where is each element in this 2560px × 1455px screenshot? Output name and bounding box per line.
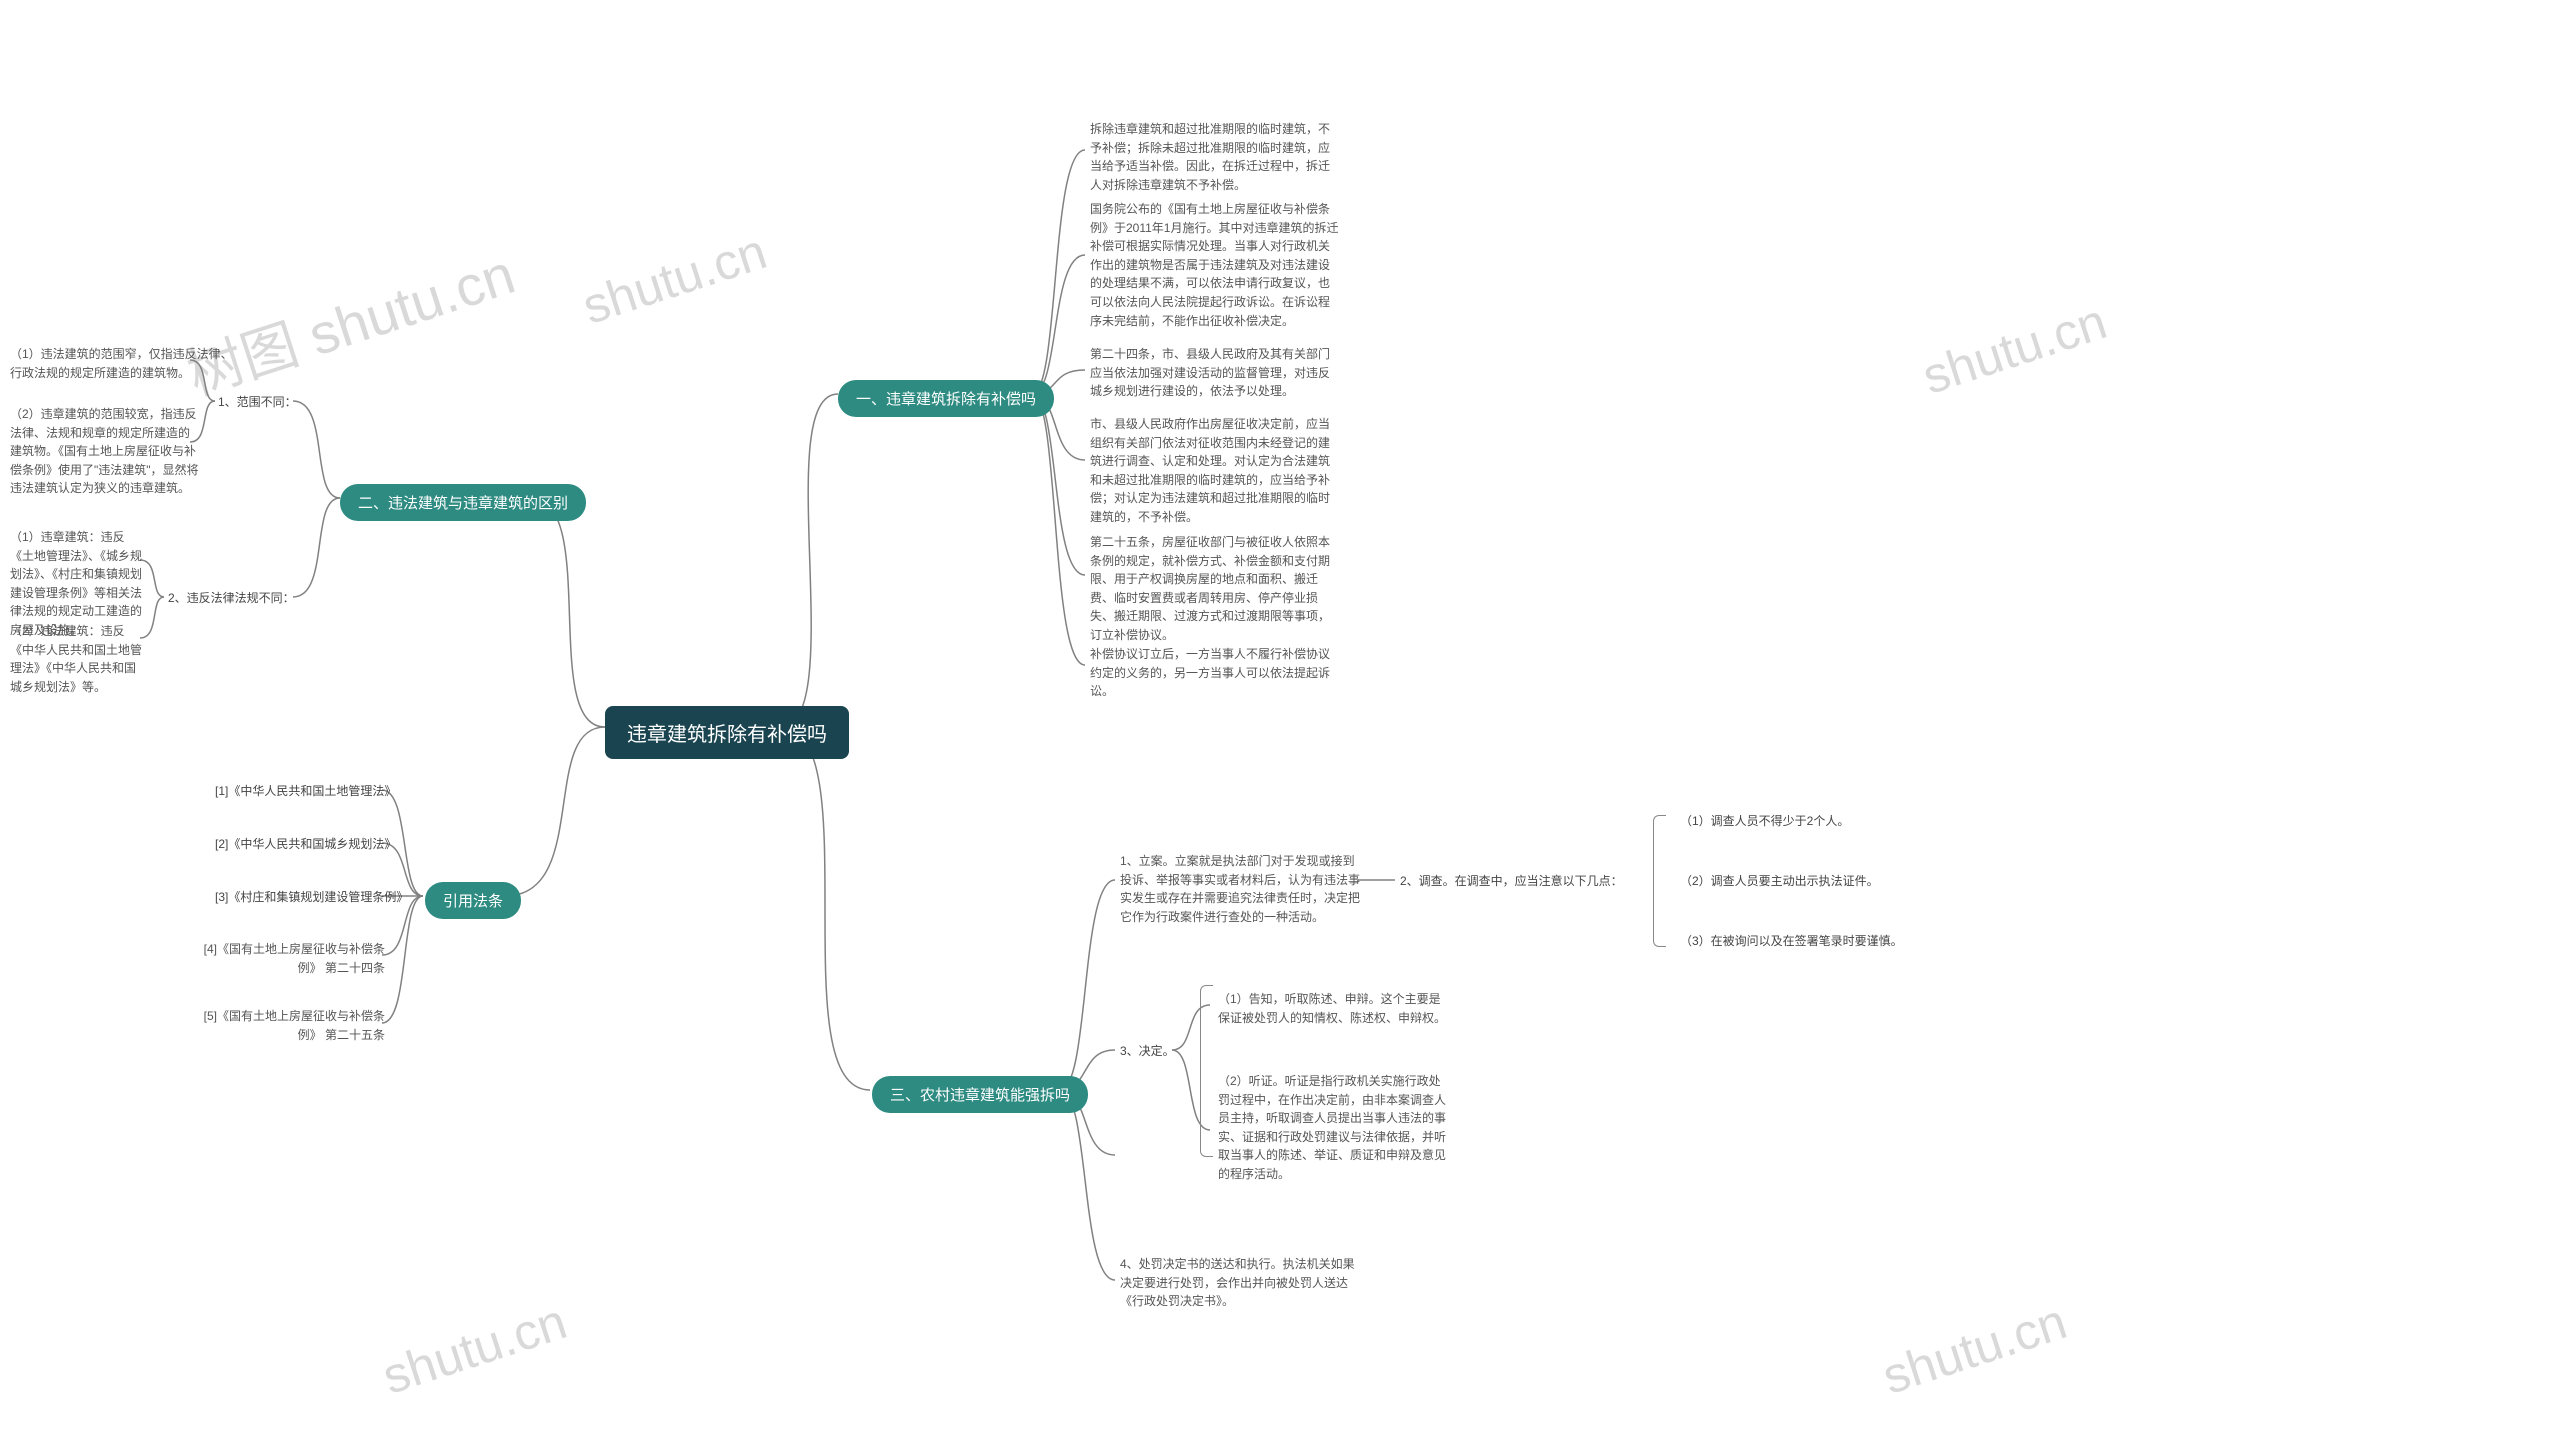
watermark: shutu.cn [576, 222, 774, 336]
sub-b2-2: 2、违反法律法规不同： [168, 589, 295, 606]
leaf-b3-2-1: （2）调查人员要主动出示执法证件。 [1680, 872, 1879, 889]
root-node[interactable]: 违章建筑拆除有补偿吗 [605, 706, 849, 759]
leaf-b4-3: [4]《国有土地上房屋征收与补偿条例》 第二十四条 [185, 940, 385, 977]
branch-2[interactable]: 二、违法建筑与违章建筑的区别 [340, 484, 586, 521]
leaf-b4-1: [2]《中华人民共和国城乡规划法》 [215, 835, 385, 852]
leaf-b4-0: [1]《中华人民共和国土地管理法》 [215, 782, 385, 799]
bracket-l2 [1653, 815, 1666, 947]
leaf-b1-1: 国务院公布的《国有土地上房屋征收与补偿条例》于2011年1月施行。其中对违章建筑… [1090, 200, 1340, 330]
leaf-b3-3-1: （2）听证。听证是指行政机关实施行政处罚过程中，在作出决定前，由非本案调查人员主… [1218, 1072, 1448, 1184]
bracket-l3 [1200, 985, 1213, 1157]
leaf-b2-1-1: （2）违章建筑的范围较宽，指违反法律、法规和规章的规定所建造的建筑物。《国有土地… [10, 405, 200, 498]
leaf-b4-2: [3]《村庄和集镇规划建设管理条例》 [215, 888, 385, 905]
leaf-b3-2-2: （3）在被询问以及在签署笔录时要谨慎。 [1680, 932, 1903, 949]
branch-4[interactable]: 引用法条 [425, 882, 521, 919]
leaf-b1-2: 第二十四条，市、县级人民政府及其有关部门应当依法加强对建设活动的监督管理，对违反… [1090, 345, 1340, 401]
watermark: shutu.cn [1876, 1292, 2074, 1406]
leaf-b3-2-title: 2、调查。在调查中，应当注意以下几点： [1400, 872, 1623, 889]
leaf-b4-4: [5]《国有土地上房屋征收与补偿条例》 第二十五条 [185, 1007, 385, 1044]
sub-b2-1: 1、范围不同： [218, 393, 297, 410]
leaf-b1-5: 补偿协议订立后，一方当事人不履行补偿协议约定的义务的，另一方当事人可以依法提起诉… [1090, 645, 1340, 701]
branch-3[interactable]: 三、农村违章建筑能强拆吗 [872, 1076, 1088, 1113]
leaf-b1-3: 市、县级人民政府作出房屋征收决定前，应当组织有关部门依法对征收范围内未经登记的建… [1090, 415, 1340, 527]
leaf-b1-0: 拆除违章建筑和超过批准期限的临时建筑，不予补偿；拆除未超过批准期限的临时建筑，应… [1090, 120, 1340, 194]
leaf-b3-1: 1、立案。立案就是执法部门对于发现或接到投诉、举报等事实或者材料后，认为有违法事… [1120, 852, 1360, 926]
leaf-b2-1-0: （1）违法建筑的范围窄，仅指违反法律、行政法规的规定所建造的建筑物。 [10, 345, 240, 382]
branch-1[interactable]: 一、违章建筑拆除有补偿吗 [838, 380, 1054, 417]
watermark: shutu.cn [1916, 292, 2114, 406]
leaf-b3-3-title: 3、决定。 [1120, 1042, 1175, 1059]
watermark: 树图 shutu.cn [176, 230, 524, 412]
leaf-b3-3-0: （1）告知，听取陈述、申辩。这个主要是保证被处罚人的知情权、陈述权、申辩权。 [1218, 990, 1448, 1027]
watermark: shutu.cn [376, 1292, 574, 1406]
leaf-b3-2-0: （1）调查人员不得少于2个人。 [1680, 812, 1849, 829]
leaf-b2-2-1: （2）违法建筑：违反《中华人民共和国土地管理法》《中华人民共和国城乡规划法》等。 [10, 622, 145, 696]
mindmap-canvas: 树图 shutu.cn shutu.cn shutu.cn shutu.cn s… [0, 0, 2560, 1455]
leaf-b3-4: 4、处罚决定书的送达和执行。执法机关如果决定要进行处罚，会作出并向被处罚人送达《… [1120, 1255, 1360, 1311]
leaf-b1-4: 第二十五条，房屋征收部门与被征收人依照本条例的规定，就补偿方式、补偿金额和支付期… [1090, 533, 1340, 645]
